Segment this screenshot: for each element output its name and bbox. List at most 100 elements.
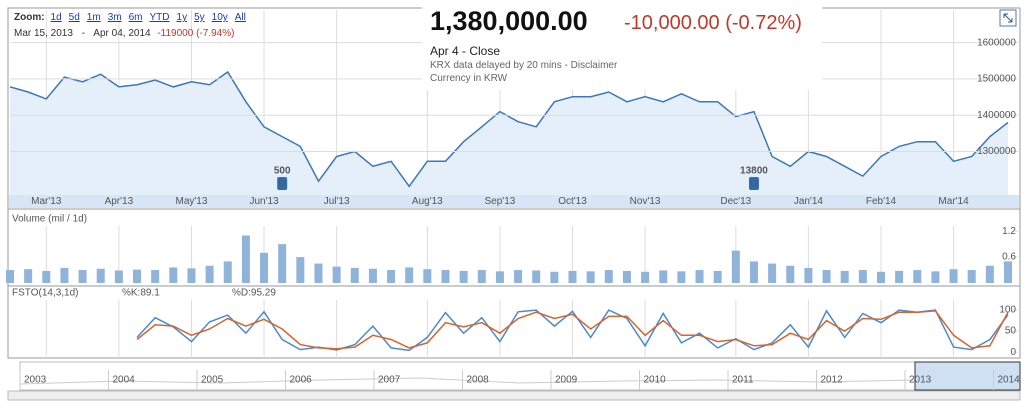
y-tick-label: 1600000 — [977, 37, 1016, 48]
zoom-link[interactable]: 10y — [211, 12, 228, 23]
bar — [604, 270, 613, 283]
panel-title: FSTO(14,3,1d) — [12, 288, 79, 299]
navigator-year: 2014 — [998, 375, 1021, 386]
price-change: -10,000.00 (-0.72%) — [624, 12, 802, 34]
date-label: Apr 4 - Close — [430, 44, 501, 58]
x-tick-label: Nov'13 — [630, 196, 661, 207]
zoom-links: 1d 5d 1m 3m 6m YTD 1y 5y 10y All — [51, 12, 253, 23]
navigator-year: 2007 — [378, 375, 401, 386]
navigator-year: 2010 — [644, 375, 667, 386]
bar — [350, 267, 359, 283]
bar — [568, 270, 577, 283]
navigator-year: 2004 — [113, 375, 136, 386]
bar — [858, 270, 867, 283]
dividend-flag — [748, 177, 759, 190]
bar — [677, 271, 686, 283]
date-from: Mar 15, 2013 — [14, 28, 73, 39]
bar — [985, 265, 994, 283]
zoom-link[interactable]: 6m — [128, 12, 143, 23]
navigator-year: 2003 — [24, 375, 47, 386]
x-tick-label: May'13 — [175, 196, 207, 207]
x-tick-label: Feb'14 — [866, 196, 897, 207]
x-tick-label: Dec'13 — [720, 196, 751, 207]
scrollbar[interactable] — [7, 390, 1021, 401]
x-tick-label: Jan'14 — [794, 196, 824, 207]
bar — [840, 270, 849, 283]
panel-title: Volume (mil / 1d) — [12, 214, 87, 225]
navigator-year: 2008 — [467, 375, 490, 386]
bar — [6, 270, 14, 283]
bar — [949, 269, 958, 283]
bar — [42, 270, 51, 283]
bar — [495, 271, 504, 283]
bar — [441, 270, 450, 283]
dividend-flag — [277, 177, 288, 190]
dividend-flag-text: D — [750, 179, 757, 190]
bar — [459, 270, 468, 283]
bar — [913, 270, 922, 283]
zoom-label: Zoom: — [14, 12, 45, 23]
zoom-link[interactable]: All — [234, 12, 246, 23]
zoom-link[interactable]: 5y — [194, 12, 205, 23]
bar — [278, 244, 287, 283]
bar — [786, 265, 795, 283]
y-tick-label: 50 — [1005, 326, 1017, 337]
price: 1,380,000.00 — [430, 6, 588, 36]
y-tick-label: 0.6 — [1002, 252, 1016, 263]
zoom-link[interactable]: 3m — [107, 12, 122, 23]
y-tick-label: 1500000 — [977, 74, 1016, 85]
bar — [876, 271, 885, 283]
bar — [96, 268, 105, 283]
navigator — [19, 361, 1021, 391]
bar — [205, 265, 214, 283]
x-tick-label: Jul'13 — [324, 196, 350, 207]
x-axis-strip — [9, 195, 1019, 208]
navigator-year: 2011 — [732, 375, 754, 386]
bar — [260, 252, 269, 283]
navigator-window[interactable] — [914, 361, 1021, 391]
zoom-link[interactable]: YTD — [149, 12, 170, 23]
bar — [822, 270, 831, 283]
line — [136, 310, 1009, 350]
date-sep: - — [81, 28, 86, 39]
quote-box: 1,380,000.00 -10,000.00 (-0.72%) Apr 4 -… — [422, 4, 822, 90]
bar — [368, 268, 377, 283]
bar — [423, 269, 432, 283]
range-change: -119000 (-7.94%) — [157, 28, 235, 39]
bar — [514, 270, 523, 283]
bar — [586, 271, 595, 283]
bar — [695, 270, 704, 283]
bar — [659, 270, 668, 283]
bar — [133, 269, 142, 283]
date-range: Mar 15, 2013 - Apr 04, 2014 -119000 (-7.… — [14, 28, 234, 39]
line — [136, 309, 1009, 352]
bar — [405, 267, 414, 283]
bar — [223, 261, 232, 283]
bar — [151, 270, 160, 283]
note: KRX data delayed by 20 mins - Disclaimer — [430, 60, 618, 71]
bar — [114, 270, 123, 283]
note: Currency in KRW — [430, 73, 508, 84]
bar — [296, 257, 305, 283]
bar — [60, 267, 69, 283]
zoom-link[interactable]: 5d — [68, 12, 80, 23]
bar — [768, 263, 777, 283]
bar — [804, 267, 813, 283]
bar — [24, 269, 33, 283]
zoom-bar: Zoom: 1d 5d 1m 3m 6m YTD 1y 5y 10y All — [14, 12, 253, 23]
bar — [622, 270, 631, 283]
navigator-year: 2005 — [201, 375, 224, 386]
bar — [314, 263, 323, 283]
zoom-link[interactable]: 1d — [50, 12, 62, 23]
y-tick-label: 0 — [1010, 347, 1016, 358]
zoom-link[interactable]: 1y — [176, 12, 188, 23]
bar — [387, 270, 396, 283]
y-tick-label: 1300000 — [977, 146, 1016, 157]
bar — [967, 270, 976, 283]
bar — [78, 270, 87, 283]
zoom-link[interactable]: 1m — [86, 12, 101, 23]
date-to: Apr 04, 2014 — [93, 28, 151, 39]
navigator-year: 2012 — [821, 375, 844, 386]
bar — [731, 250, 740, 283]
